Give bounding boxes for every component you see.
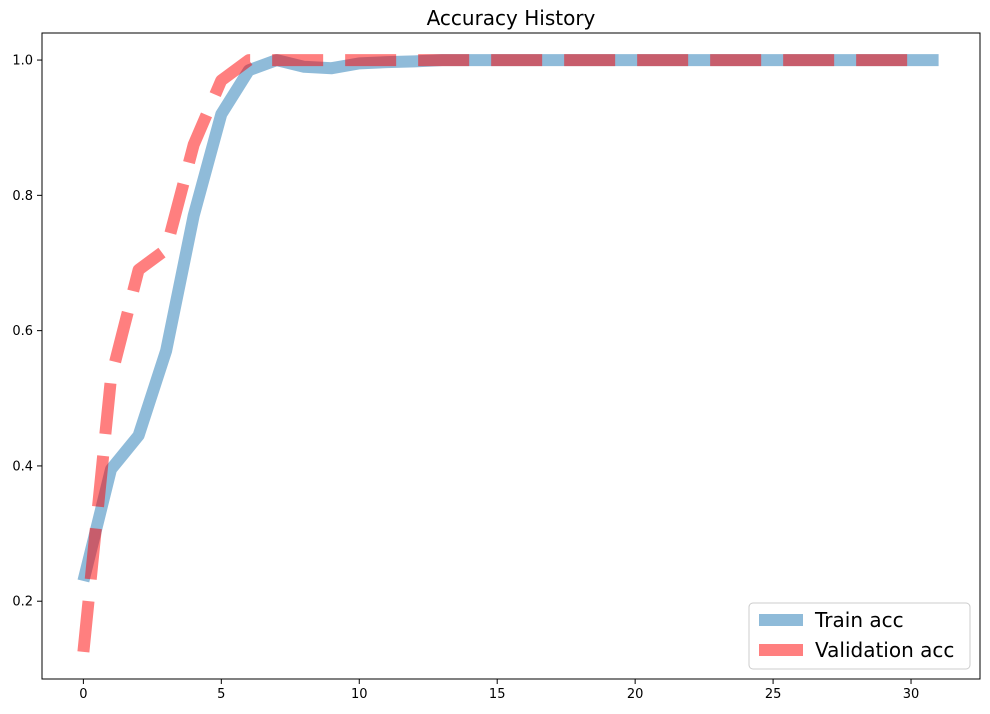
x-tick-label: 15 [489, 687, 506, 702]
legend-label-train: Train acc [814, 608, 904, 632]
data-point [83, 651, 84, 652]
x-tick-label: 0 [79, 687, 87, 702]
data-point [524, 59, 525, 60]
y-tick-label: 1.0 [12, 54, 33, 69]
plot-area [41, 32, 981, 680]
data-point [386, 59, 387, 60]
data-point [662, 59, 663, 60]
data-point [414, 59, 415, 60]
x-axis: 0 5 10 15 20 25 30 [79, 679, 919, 702]
data-point [441, 59, 442, 60]
data-point [717, 59, 718, 60]
data-point [248, 70, 249, 71]
data-point [772, 59, 773, 60]
x-tick-label: 10 [351, 687, 368, 702]
y-tick-label: 0.4 [12, 459, 33, 474]
y-axis: 0.2 0.4 0.6 0.8 1.0 [12, 54, 42, 610]
data-point [193, 144, 194, 145]
data-point [110, 469, 111, 470]
data-point [193, 215, 194, 216]
data-point [359, 59, 360, 60]
series-layer [77, 54, 939, 653]
x-tick-label: 20 [627, 687, 644, 702]
x-tick-label: 25 [765, 687, 782, 702]
data-point [635, 59, 636, 60]
data-point [138, 435, 139, 436]
chart-title: Accuracy History [427, 6, 596, 30]
legend: Train acc Validation acc [748, 602, 971, 670]
legend-label-validation: Validation acc [815, 638, 954, 662]
data-point [303, 59, 304, 60]
legend-box [748, 602, 971, 670]
data-point [166, 249, 167, 250]
data-point [910, 59, 911, 60]
series-line-validation-acc [77, 54, 911, 653]
data-point [166, 350, 167, 351]
data-point [469, 59, 470, 60]
data-point [138, 269, 139, 270]
data-point [331, 68, 332, 69]
data-point [497, 59, 498, 60]
data-point [552, 59, 553, 60]
data-point [828, 59, 829, 60]
data-point [855, 59, 856, 60]
data-point [110, 377, 111, 378]
data-point [690, 59, 691, 60]
data-point [83, 580, 84, 581]
data-point [800, 59, 801, 60]
data-point [414, 61, 415, 62]
data-point [607, 59, 608, 60]
data-point [276, 59, 277, 60]
data-point [745, 59, 746, 60]
data-point [331, 59, 332, 60]
y-tick-label: 0.2 [12, 595, 33, 610]
data-point [938, 59, 939, 60]
data-point [221, 80, 222, 81]
data-point [883, 59, 884, 60]
y-tick-label: 0.6 [12, 324, 33, 339]
data-point [221, 114, 222, 115]
data-point [303, 66, 304, 67]
y-tick-label: 0.8 [12, 189, 33, 204]
x-tick-label: 30 [903, 687, 920, 702]
x-tick-label: 5 [217, 687, 225, 702]
data-point [248, 59, 249, 60]
data-point [579, 59, 580, 60]
